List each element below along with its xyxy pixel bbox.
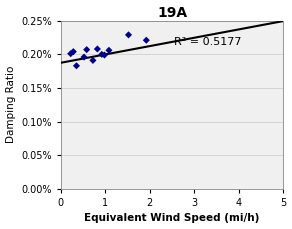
- Title: 19A: 19A: [157, 5, 187, 19]
- Point: [68, 52, 73, 55]
- Point: [71, 50, 76, 54]
- Point: [82, 55, 86, 59]
- Point: [102, 53, 107, 57]
- Point: [91, 59, 95, 62]
- Text: R² = 0.5177: R² = 0.5177: [174, 37, 242, 47]
- X-axis label: Equivalent Wind Speed (mi/h): Equivalent Wind Speed (mi/h): [84, 213, 260, 224]
- Point: [74, 64, 79, 68]
- Point: [100, 52, 104, 56]
- Y-axis label: Damping Ratio: Damping Ratio: [6, 66, 15, 144]
- Point: [95, 47, 100, 51]
- Point: [84, 48, 89, 52]
- Point: [144, 38, 149, 42]
- Point: [126, 33, 131, 37]
- Point: [107, 49, 111, 52]
